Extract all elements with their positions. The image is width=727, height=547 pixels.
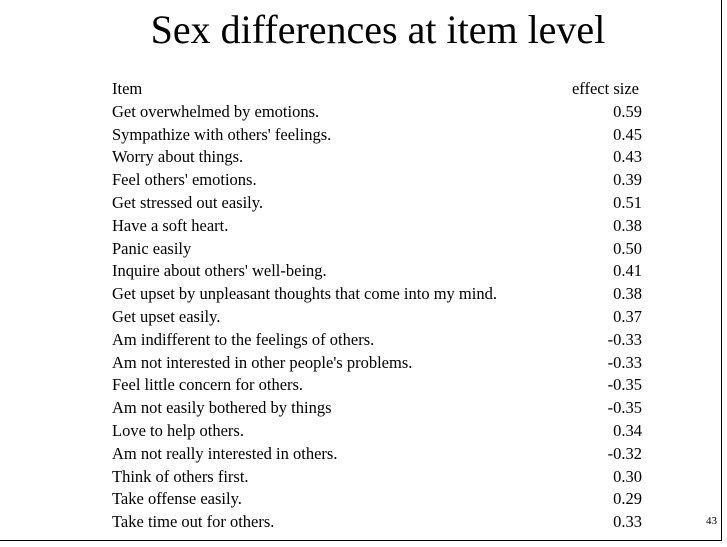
table-row: Am not interested in other people's prob… (112, 352, 652, 375)
item-text: Am not interested in other people's prob… (112, 352, 413, 372)
item-text: Feel little concern for others. (112, 375, 304, 395)
table-row: Get upset easily. 0.37 (112, 306, 652, 329)
item-text: Panic easily (112, 238, 192, 258)
item-text: Sympathize with others' feelings. (112, 124, 332, 144)
item-text: Get upset easily. (112, 306, 221, 326)
item-text: Have a soft heart. (112, 215, 229, 235)
table-row: Panic easily 0.50 (112, 238, 652, 261)
item-text: Take offense easily. (112, 489, 242, 509)
effect-size-value: 0.50 (613, 238, 642, 258)
effect-size-value: 0.34 (613, 420, 642, 440)
item-text: Get stressed out easily. (112, 192, 264, 212)
item-text: Think of others first. (112, 466, 249, 486)
item-text: Love to help others. (112, 420, 244, 440)
table-row: Am indifferent to the feelings of others… (112, 329, 652, 352)
effect-size-value: 0.38 (613, 215, 642, 235)
table-row: Worry about things. 0.43 (112, 146, 652, 169)
table-row: Am not easily bothered by things -0.35 (112, 397, 652, 420)
item-text: Inquire about others' well-being. (112, 261, 327, 281)
table-row: Take time out for others. 0.33 (112, 511, 652, 534)
item-text: Am not easily bothered by things (112, 398, 332, 418)
table-row: Inquire about others' well-being. 0.41 (112, 260, 652, 283)
header-item-label: Item (112, 79, 143, 98)
effect-size-table: Item effect size Get overwhelmed by emot… (112, 78, 652, 534)
effect-size-value: 0.38 (613, 284, 642, 304)
item-text: Get overwhelmed by emotions. (112, 101, 320, 121)
page-number: 43 (706, 515, 717, 527)
table-row: Feel little concern for others. -0.35 (112, 374, 652, 397)
table-header-row: Item effect size (112, 78, 652, 101)
effect-size-value: 0.43 (613, 147, 642, 167)
effect-size-value: 0.59 (613, 101, 642, 121)
table-row: Have a soft heart. 0.38 (112, 215, 652, 238)
effect-size-value: -0.32 (607, 443, 642, 463)
effect-size-value: 0.51 (613, 192, 642, 212)
effect-size-value: 0.39 (613, 170, 642, 190)
effect-size-value: -0.35 (607, 375, 642, 395)
table-row: Think of others first. 0.30 (112, 466, 652, 489)
effect-size-value: 0.30 (613, 466, 642, 486)
effect-size-value: 0.33 (613, 512, 642, 532)
table-row: Get upset by unpleasant thoughts that co… (112, 283, 652, 306)
table-row: Take offense easily. 0.29 (112, 488, 652, 511)
effect-size-value: 0.37 (613, 306, 642, 326)
item-text: Worry about things. (112, 147, 244, 167)
item-text: Am not really interested in others. (112, 443, 338, 463)
item-text: Get upset by unpleasant thoughts that co… (112, 284, 497, 304)
table-row: Feel others' emotions. 0.39 (112, 169, 652, 192)
item-text: Am indifferent to the feelings of others… (112, 329, 375, 349)
item-text: Feel others' emotions. (112, 170, 257, 190)
table-row: Sympathize with others' feelings. 0.45 (112, 124, 652, 147)
table-row: Am not really interested in others. -0.32 (112, 443, 652, 466)
effect-size-value: 0.29 (613, 489, 642, 509)
item-text: Take time out for others. (112, 512, 275, 532)
effect-size-value: -0.35 (607, 398, 642, 418)
effect-size-value: -0.33 (607, 329, 642, 349)
effect-size-value: 0.45 (613, 124, 642, 144)
table-body: Get overwhelmed by emotions. 0.59 Sympathi… (112, 101, 652, 534)
table-row: Get stressed out easily. 0.51 (112, 192, 652, 215)
effect-size-value: -0.33 (607, 352, 642, 372)
header-effect-size-label: effect size (571, 79, 639, 98)
effect-size-value: 0.41 (613, 261, 642, 281)
table-row: Love to help others. 0.34 (112, 420, 652, 443)
slide-title: Sex differences at item level (150, 7, 606, 52)
table-row: Get overwhelmed by emotions. 0.59 (112, 101, 652, 124)
